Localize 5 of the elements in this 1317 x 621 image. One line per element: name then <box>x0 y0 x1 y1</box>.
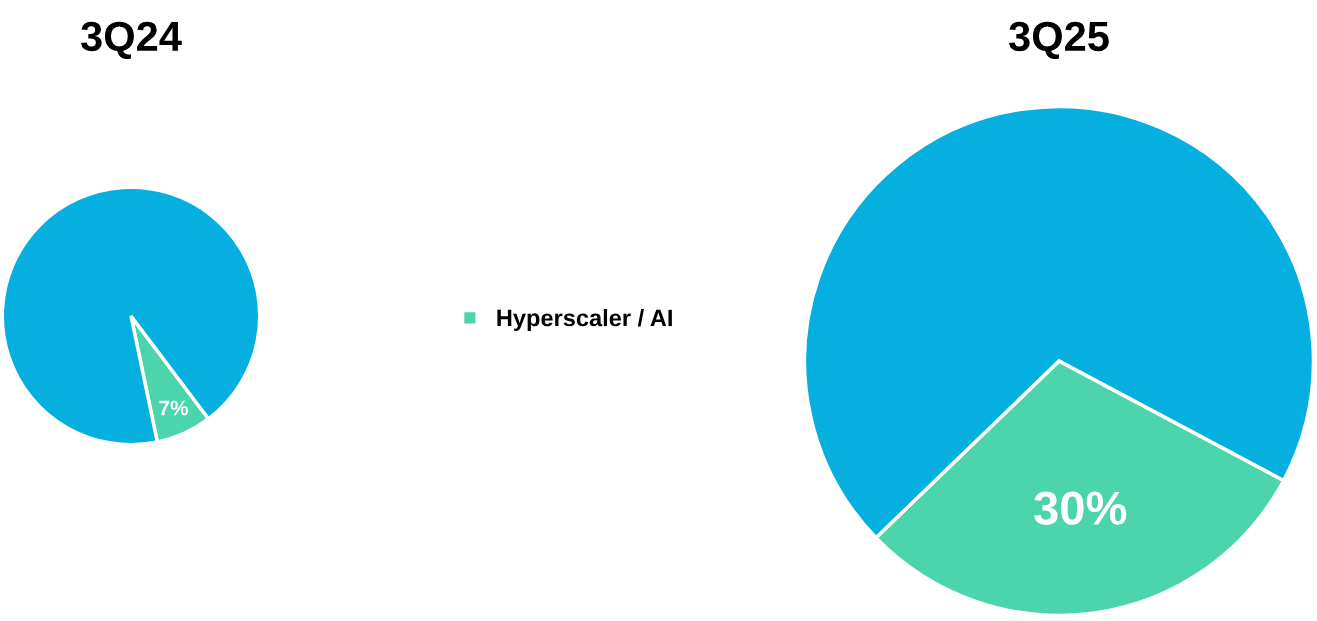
data-label: 30% <box>1034 491 1127 525</box>
chart-title: 3Q24 <box>81 21 182 59</box>
data-label: 7% <box>159 400 189 416</box>
chart-title: 3Q25 <box>1009 21 1109 59</box>
legend-label: Hyperscaler / AI <box>497 309 672 332</box>
